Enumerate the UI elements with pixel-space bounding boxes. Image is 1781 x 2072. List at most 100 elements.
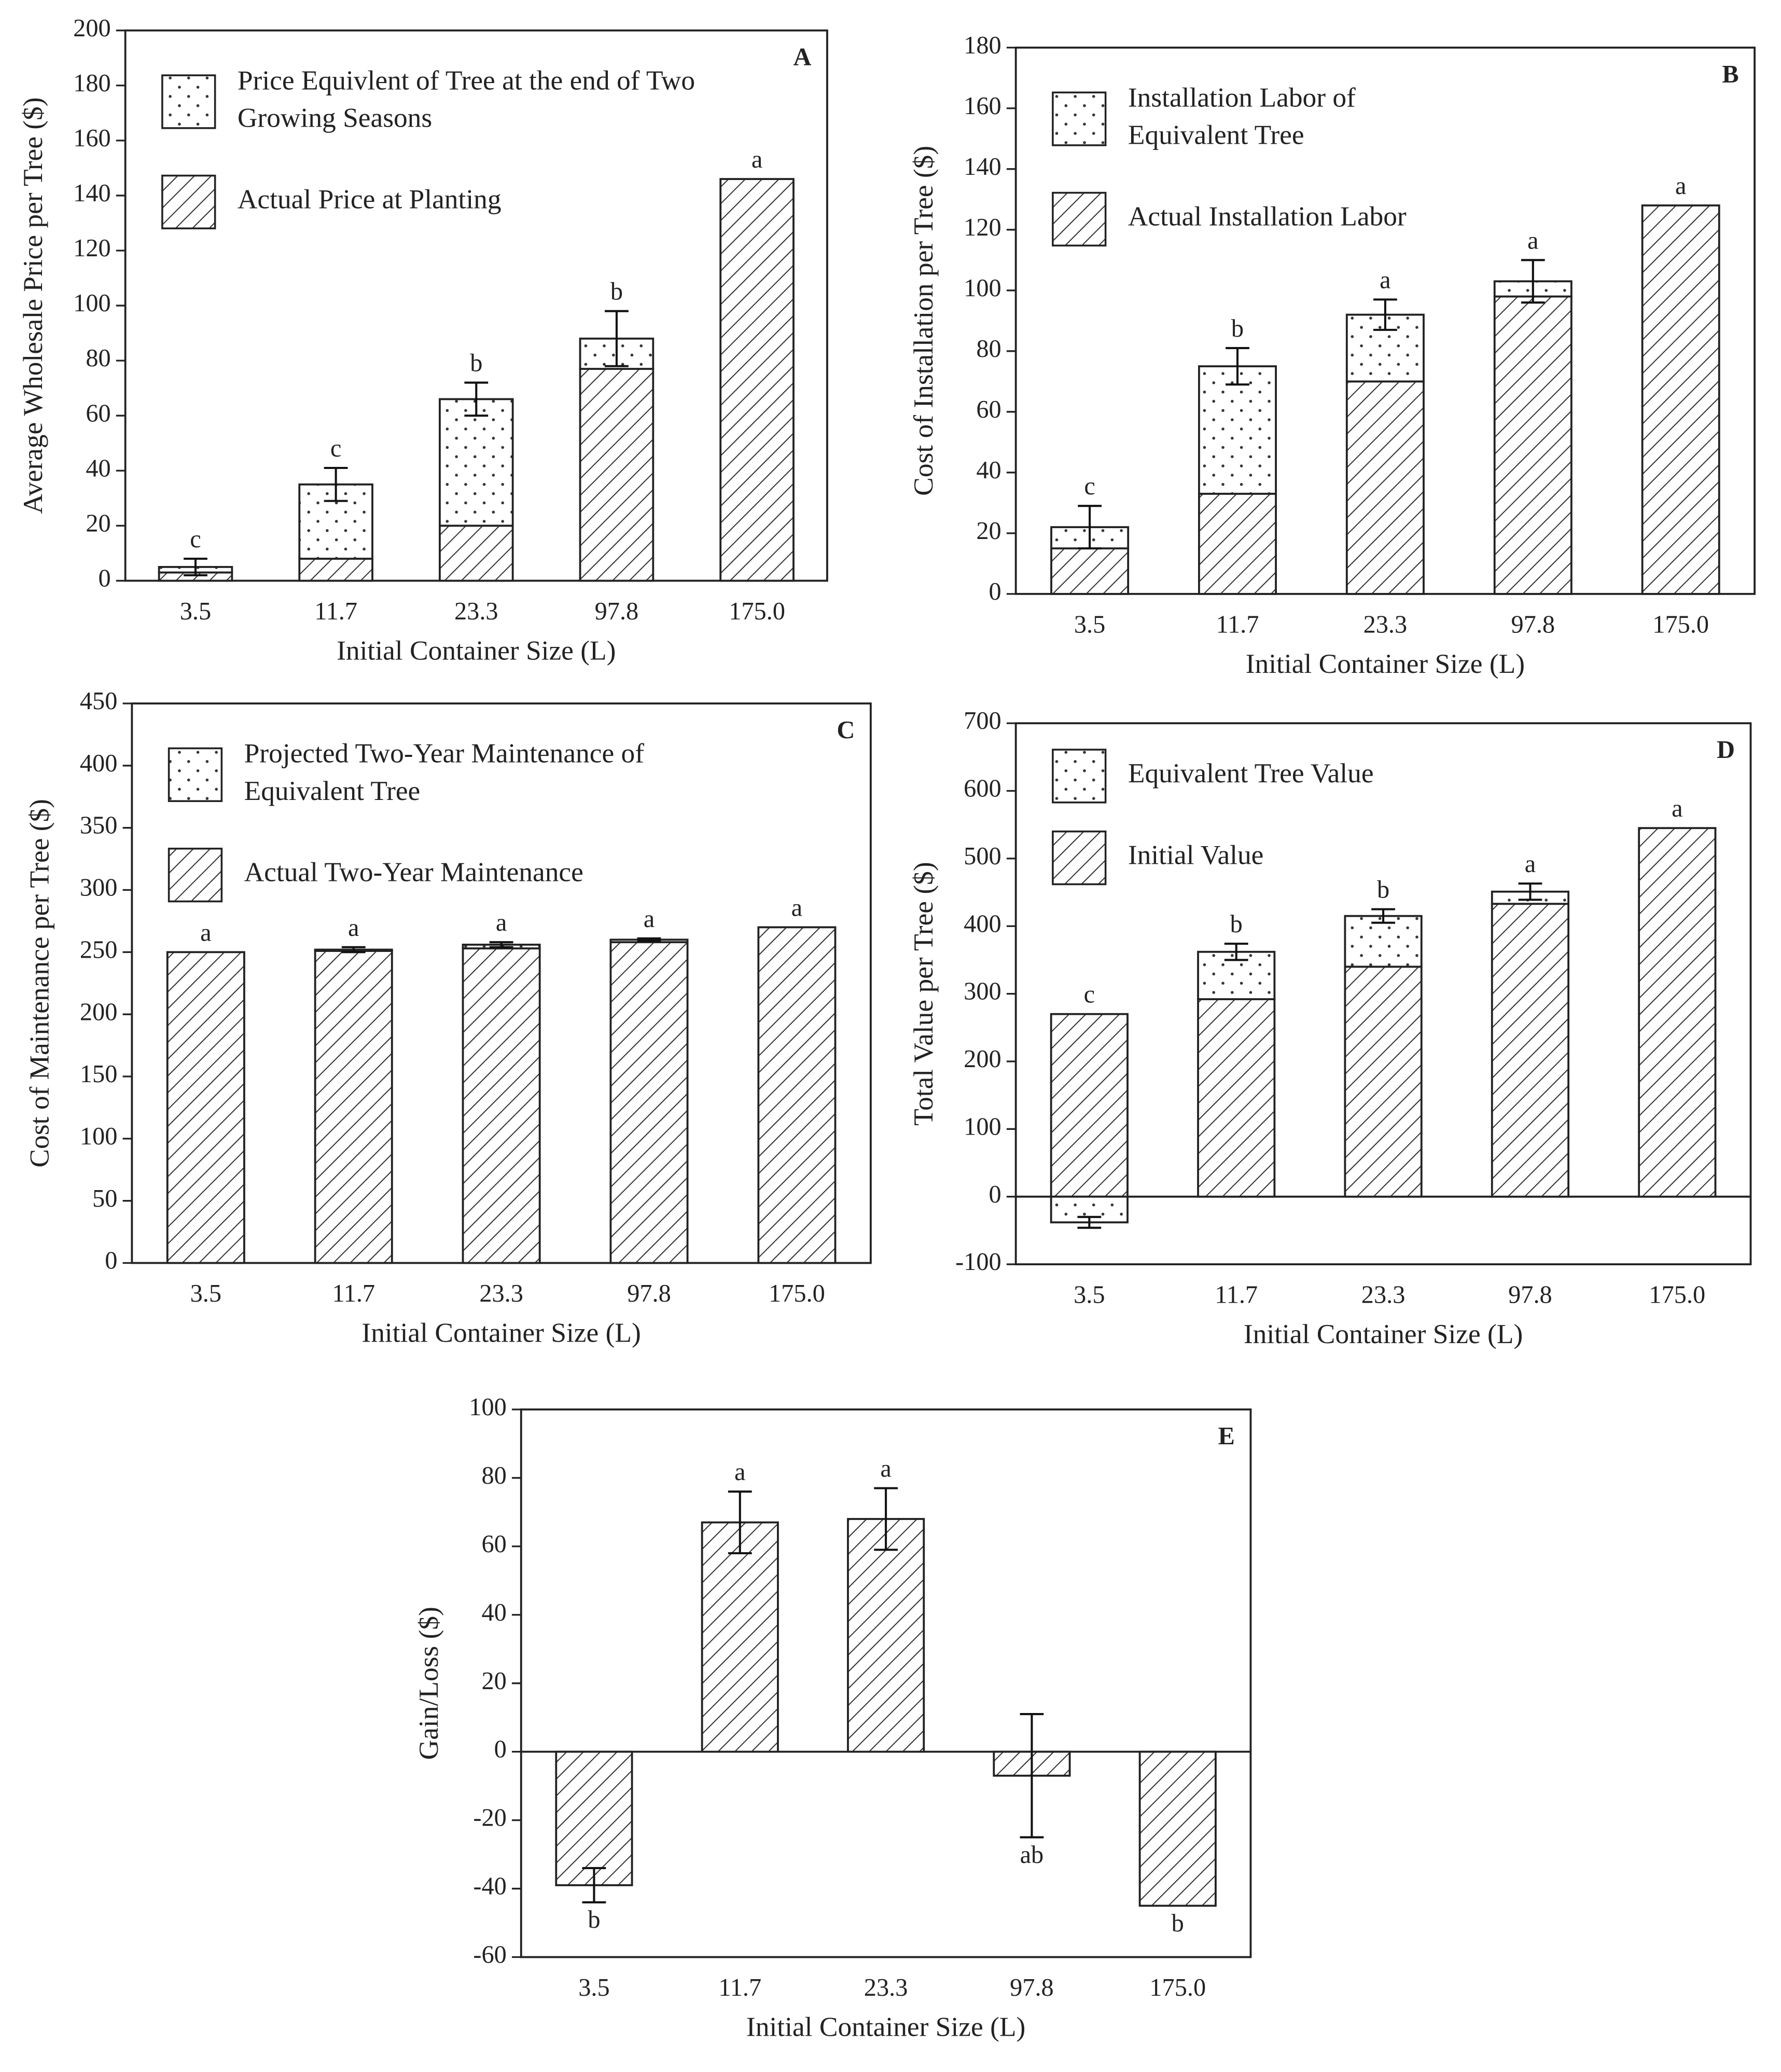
y-tick-label: 20: [481, 1667, 506, 1695]
bar-segment: [579, 368, 655, 582]
y-tick-label: 140: [964, 153, 1001, 181]
legend-swatch: [161, 174, 216, 230]
x-tick-label: 97.8: [627, 1280, 671, 1307]
bar-segment: [847, 1518, 925, 1753]
y-tick-label: 250: [80, 936, 117, 963]
significance-letter: b: [1230, 910, 1243, 938]
bar-segment: [1198, 365, 1277, 495]
bar-segment: [439, 398, 514, 527]
bar-segment: [166, 951, 245, 1264]
y-tick-label: 40: [86, 454, 110, 482]
y-tick-label: 100: [469, 1393, 507, 1421]
bar-segment: [1198, 492, 1277, 595]
y-tick-label: 20: [86, 509, 110, 537]
legend-swatch: [168, 848, 223, 903]
legend-label: Actual Price at Planting: [238, 184, 502, 215]
y-tick-label: 100: [964, 274, 1001, 302]
bar-segment: [555, 1750, 633, 1886]
legend-swatch: [1052, 91, 1107, 146]
x-tick-label: 11.7: [1216, 611, 1259, 639]
legend-swatch: [1052, 830, 1107, 886]
significance-letter: a: [644, 905, 655, 933]
panel-label: A: [793, 44, 811, 71]
y-tick-label: -20: [473, 1804, 506, 1832]
bar-segment: [609, 941, 689, 1264]
y-tick-label: 60: [976, 396, 1001, 423]
x-tick-label: 97.8: [1508, 1281, 1552, 1309]
significance-letter: b: [1377, 876, 1389, 904]
legend-label: Actual Two-Year Maintenance: [244, 857, 583, 888]
bar-segment: [439, 524, 514, 582]
x-tick-label: 11.7: [1215, 1281, 1258, 1309]
legend-label: Installation Labor of Equivalent Tree: [1128, 82, 1356, 150]
x-tick-label: 175.0: [1649, 1281, 1705, 1309]
x-tick-label: 11.7: [332, 1280, 375, 1307]
y-tick-label: 0: [98, 565, 110, 592]
significance-letter: b: [1231, 315, 1244, 342]
significance-letter: a: [1527, 227, 1538, 254]
significance-letter: a: [348, 914, 359, 942]
y-tick-label: 100: [73, 289, 111, 317]
x-tick-label: 3.5: [1074, 1281, 1105, 1309]
y-tick-label: 80: [481, 1462, 506, 1489]
x-axis-title: Initial Container Size (L): [337, 635, 616, 666]
y-axis-title: Total Value per Tree ($): [908, 862, 939, 1125]
legend-swatch: [161, 74, 216, 129]
significance-letter: a: [1380, 266, 1390, 294]
significance-letter: b: [470, 350, 482, 377]
x-axis-title: Initial Container Size (L): [361, 1317, 641, 1348]
significance-letter: a: [200, 919, 211, 946]
bar-segment: [1345, 380, 1425, 595]
bar-segment: [701, 1521, 779, 1753]
x-tick-label: 3.5: [180, 598, 211, 625]
legend-swatch: [1052, 749, 1107, 804]
panel-label: B: [1722, 61, 1738, 88]
bar-segment: [462, 947, 541, 1264]
x-tick-label: 23.3: [479, 1280, 523, 1307]
legend-label: Equivalent Tree Value: [1128, 757, 1374, 789]
y-tick-label: 120: [73, 234, 111, 262]
significance-letter: a: [880, 1455, 891, 1483]
y-tick-label: 60: [481, 1530, 506, 1558]
x-tick-label: 175.0: [1149, 1974, 1206, 2001]
y-tick-label: -40: [473, 1873, 506, 1900]
y-tick-label: 150: [80, 1060, 117, 1088]
bar-segment: [1491, 903, 1570, 1198]
y-tick-label: 0: [494, 1736, 507, 1763]
x-tick-label: 175.0: [729, 598, 785, 625]
y-tick-label: 40: [481, 1599, 506, 1626]
y-axis-title: Cost of Installation per Tree ($): [908, 146, 939, 496]
bar-segment: [314, 950, 393, 1264]
y-tick-label: 200: [73, 15, 111, 42]
y-tick-label: 120: [964, 214, 1001, 241]
bar-segment: [1638, 827, 1717, 1198]
x-tick-label: 97.8: [1511, 611, 1555, 639]
legend-label: Actual Installation Labor: [1128, 201, 1407, 232]
y-tick-label: -60: [473, 1941, 506, 1969]
panel-label: D: [1717, 736, 1735, 764]
x-tick-label: 3.5: [190, 1280, 221, 1307]
bar-segment: [1641, 204, 1720, 595]
x-tick-label: 97.8: [595, 598, 639, 625]
bar-segment: [757, 926, 837, 1264]
y-axis-title: Average Wholesale Price per Tree ($): [17, 97, 48, 514]
y-axis-title: Cost of Maintenance per Tree ($): [24, 799, 55, 1167]
y-tick-label: 40: [976, 457, 1001, 484]
x-tick-label: 3.5: [1074, 611, 1105, 639]
bar-segment: [1050, 1013, 1129, 1198]
legend-swatch: [1052, 191, 1107, 247]
y-tick-label: 600: [964, 775, 1001, 803]
significance-letter: c: [1084, 473, 1095, 500]
y-tick-label: 180: [73, 70, 111, 97]
x-tick-label: 11.7: [718, 1974, 761, 2001]
y-tick-label: 300: [80, 874, 117, 902]
y-tick-label: 450: [80, 687, 117, 715]
y-tick-label: 100: [80, 1123, 117, 1150]
significance-letter: a: [734, 1458, 745, 1486]
x-tick-label: 23.3: [1363, 611, 1408, 639]
x-axis-title: Initial Container Size (L): [746, 2011, 1025, 2042]
y-tick-label: 80: [86, 344, 110, 372]
y-tick-label: 80: [976, 335, 1001, 363]
significance-letter: a: [496, 909, 507, 936]
